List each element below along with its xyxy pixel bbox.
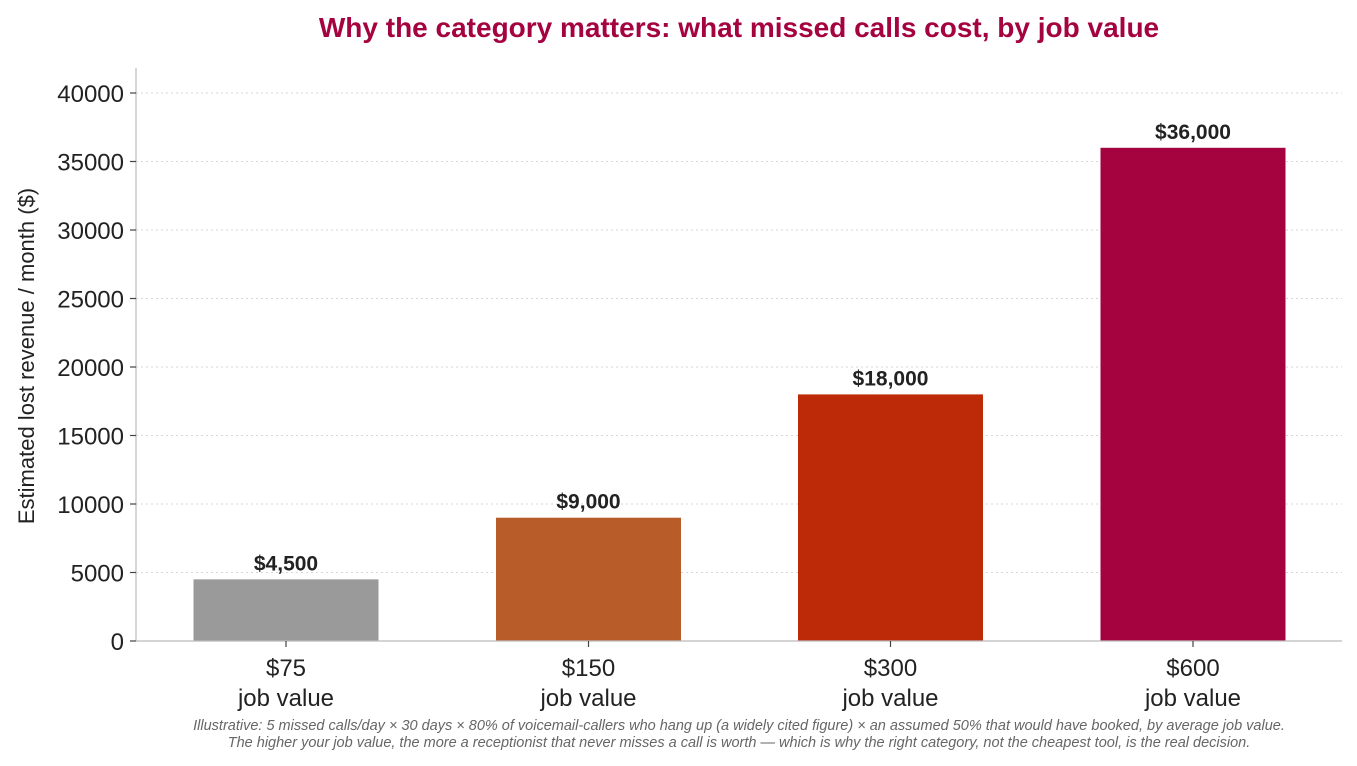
bar-value-label: $18,000 <box>853 367 929 390</box>
data-labels: $4,500 $9,000 $18,000 $36,000 <box>254 121 1231 576</box>
bar-value-label: $36,000 <box>1155 121 1231 144</box>
axes <box>135 68 1342 642</box>
bar <box>193 579 379 641</box>
bar <box>798 394 983 641</box>
y-tick-label: 5000 <box>71 561 124 588</box>
bar-value-label: $4,500 <box>254 552 318 575</box>
y-tick-label: 30000 <box>57 218 124 245</box>
y-ticks: 0 5000 10000 15000 20000 25000 30000 35000 40000 <box>57 81 136 656</box>
y-tick-label: 40000 <box>57 81 124 108</box>
x-ticks: $75 job value $150 job value $300 job value $6… <box>237 641 1241 712</box>
y-axis-label: Estimated lost revenue / month ($) <box>14 188 39 524</box>
x-tick-label: $75 job value <box>237 655 334 712</box>
footnote-line-1: Illustrative: 5 missed calls/day × 30 da… <box>193 718 1285 734</box>
x-tick-label: $300 job value <box>841 655 938 712</box>
bar <box>496 517 681 641</box>
x-tick-label: $600 job value <box>1144 655 1241 712</box>
y-tick-label: 25000 <box>57 287 124 314</box>
bar-value-label: $9,000 <box>556 491 620 514</box>
y-tick-label: 20000 <box>57 355 124 382</box>
y-tick-label: 10000 <box>57 492 124 519</box>
footnote-line-2: The higher your job value, the more a re… <box>228 735 1251 751</box>
y-tick-label: 35000 <box>57 150 124 177</box>
chart-title: Why the category matters: what missed ca… <box>319 12 1159 43</box>
bar <box>1100 147 1286 642</box>
y-tick-label: 15000 <box>57 424 124 451</box>
x-tick-label: $150 job value <box>539 655 636 712</box>
bars <box>193 147 1286 642</box>
y-tick-label: 0 <box>111 629 124 656</box>
